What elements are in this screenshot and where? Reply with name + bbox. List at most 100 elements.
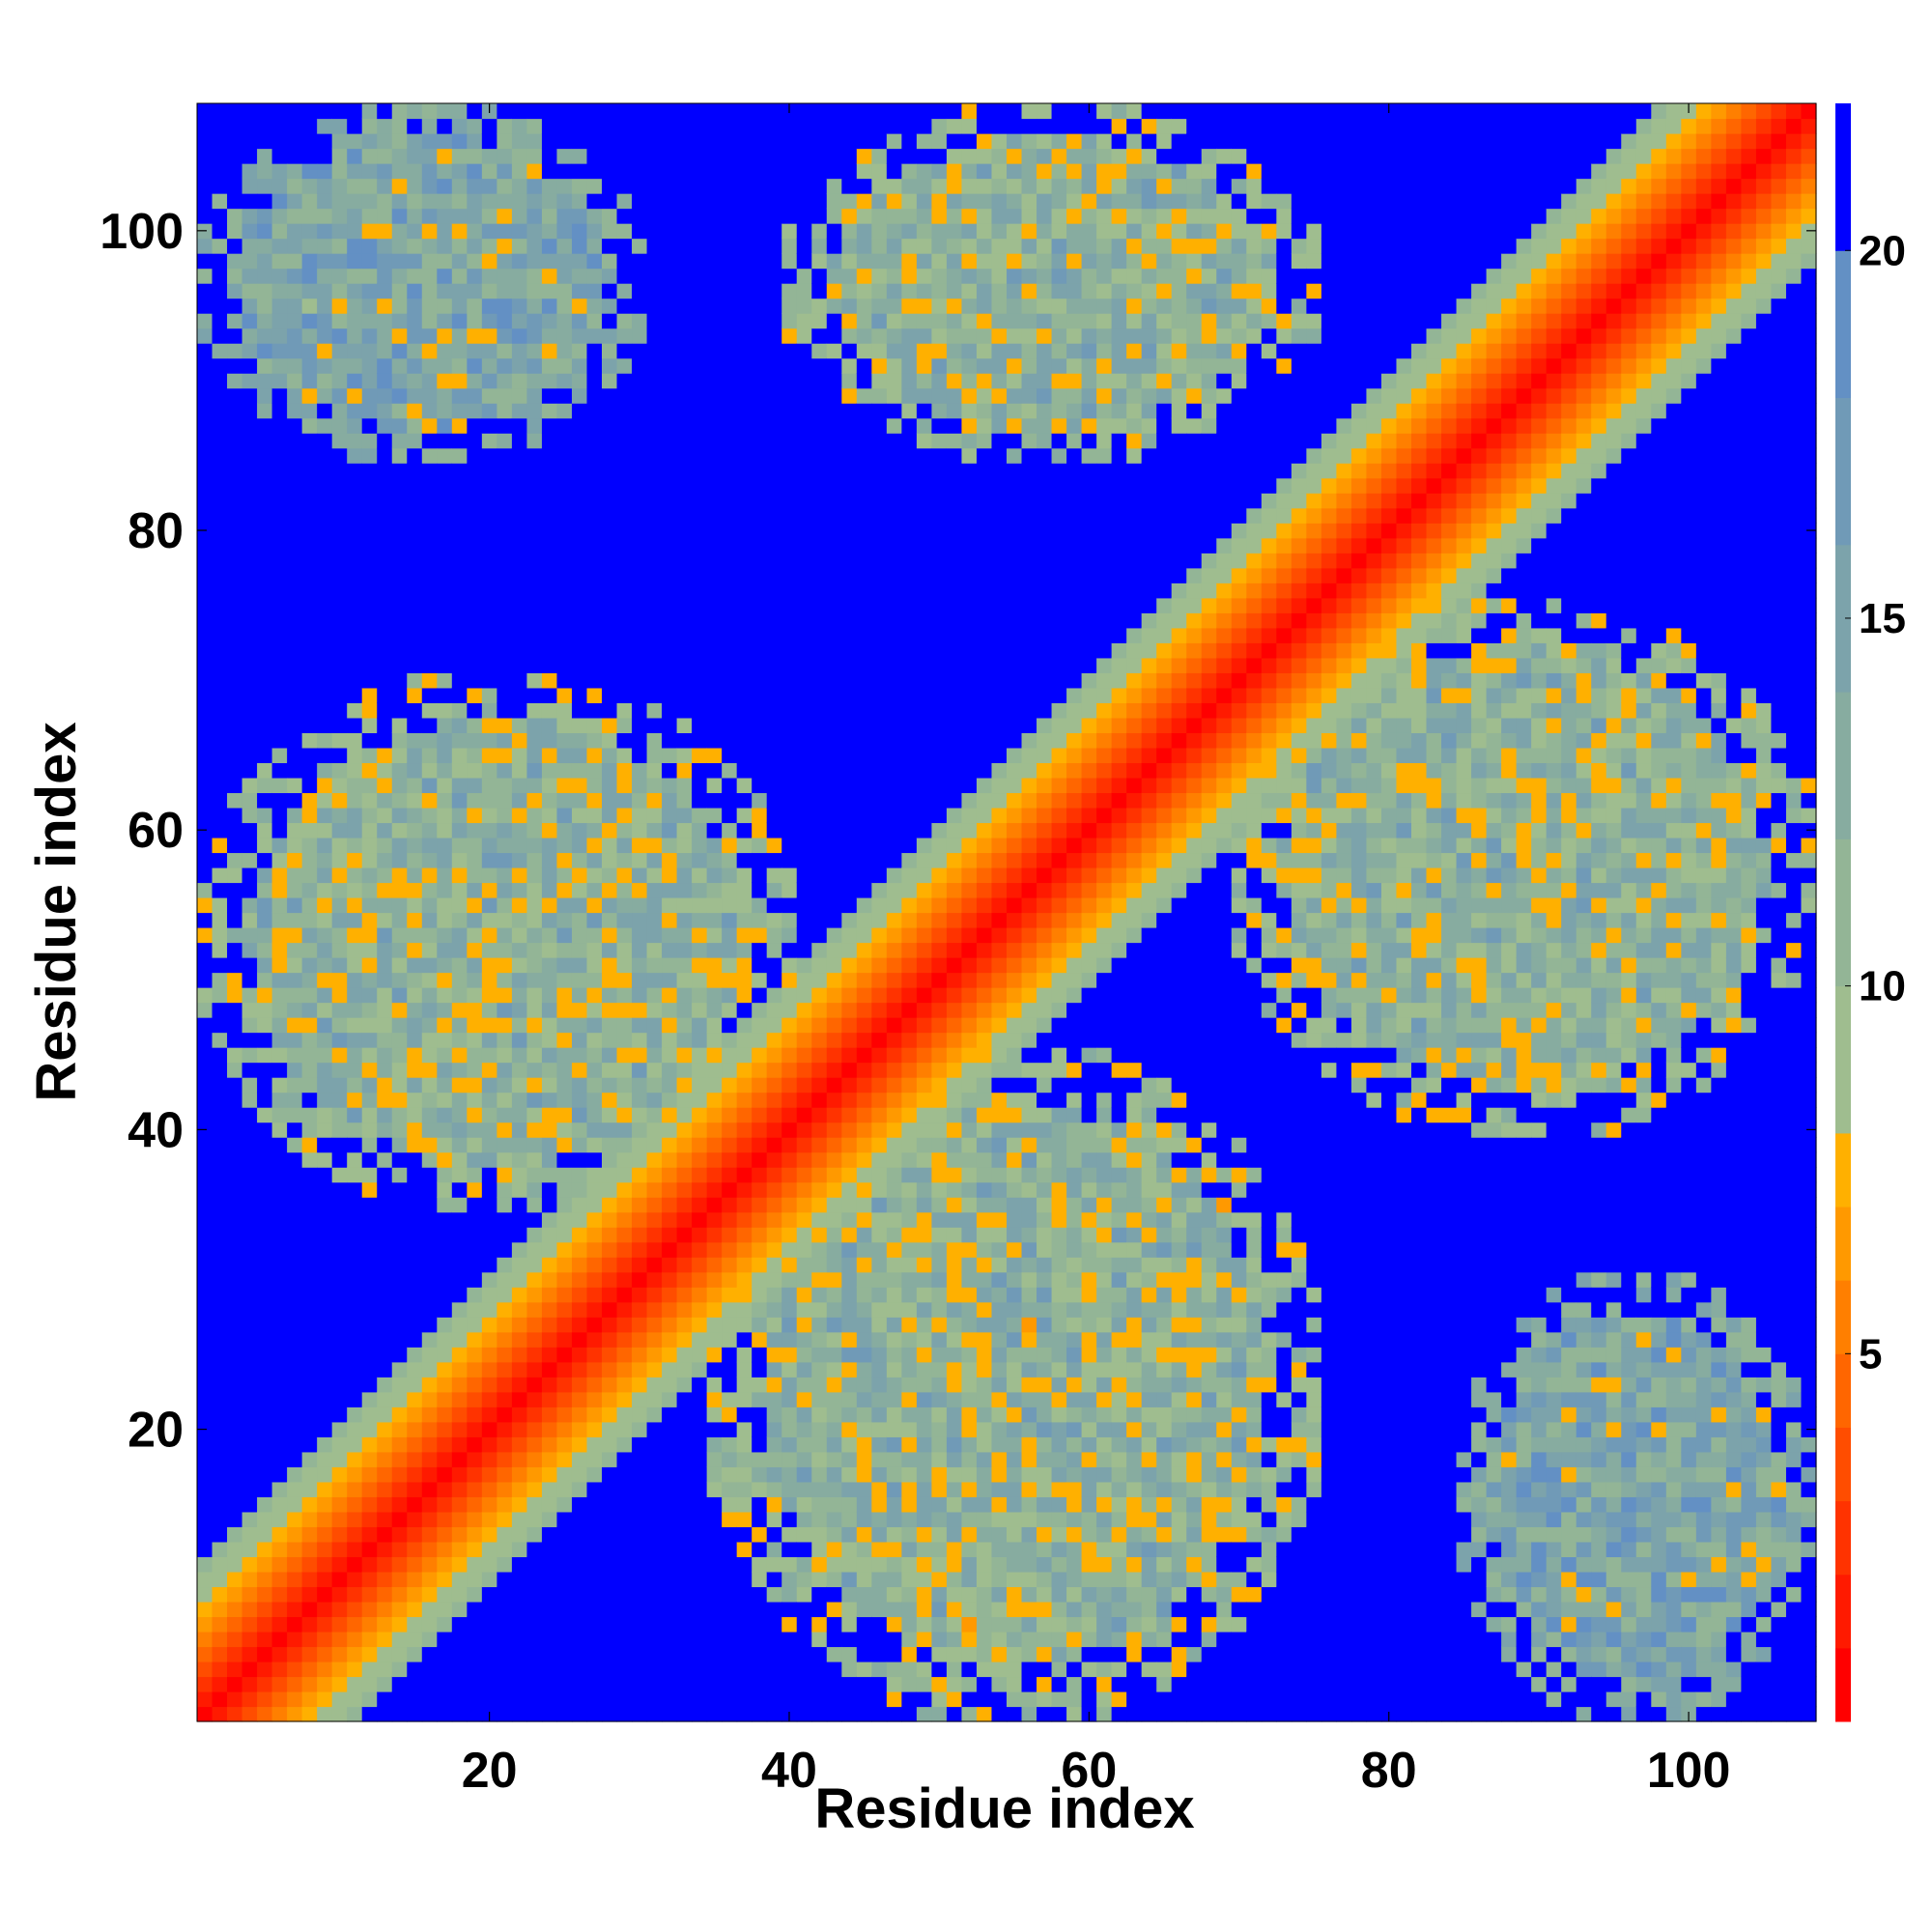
heatmap-cell	[571, 1227, 588, 1243]
heatmap-cell	[407, 792, 423, 809]
heatmap-cell	[556, 1361, 573, 1378]
heatmap-cell	[646, 867, 663, 884]
heatmap-cell	[752, 882, 768, 898]
heatmap-cell	[407, 1631, 423, 1648]
heatmap-cell	[421, 762, 438, 779]
heatmap-cell	[662, 627, 678, 643]
heatmap-cell	[271, 253, 288, 270]
heatmap-cell	[692, 1601, 708, 1618]
heatmap-cell	[437, 762, 453, 779]
heatmap-cell	[722, 313, 738, 329]
heatmap-cell	[871, 567, 888, 583]
heatmap-cell	[602, 672, 618, 689]
heatmap-cell	[212, 627, 228, 643]
heatmap-cell	[511, 1706, 528, 1722]
heatmap-cell	[871, 1646, 888, 1662]
heatmap-cell	[421, 1496, 438, 1513]
heatmap-cell	[616, 1137, 633, 1153]
heatmap-cell	[301, 717, 318, 733]
heatmap-cell	[736, 193, 753, 210]
heatmap-cell	[662, 1466, 678, 1483]
heatmap-cell	[646, 178, 663, 194]
heatmap-cell	[766, 1227, 782, 1243]
heatmap-cell	[497, 1601, 513, 1618]
heatmap-cell	[571, 253, 588, 270]
heatmap-cell	[287, 1586, 303, 1603]
heatmap-cell	[377, 642, 393, 659]
heatmap-cell	[497, 807, 513, 824]
heatmap-cell	[437, 238, 453, 254]
heatmap-cell	[407, 1301, 423, 1318]
heatmap-cell	[391, 463, 408, 479]
heatmap-cell	[722, 852, 738, 868]
heatmap-cell	[421, 327, 438, 344]
heatmap-cell	[271, 387, 288, 404]
heatmap-cell	[722, 1197, 738, 1213]
heatmap-cell	[886, 1496, 902, 1513]
heatmap-cell	[317, 403, 333, 419]
heatmap-cell	[391, 433, 408, 449]
heatmap-cell	[616, 657, 633, 673]
heatmap-cell	[766, 1541, 782, 1557]
heatmap-cell	[437, 867, 453, 884]
heatmap-cell	[706, 313, 723, 329]
heatmap-cell	[347, 433, 363, 449]
heatmap-cell	[212, 1301, 228, 1318]
heatmap-cell	[736, 118, 753, 134]
heatmap-cell	[692, 1107, 708, 1123]
heatmap-cell	[616, 1436, 633, 1453]
heatmap-cell	[826, 1301, 842, 1318]
heatmap-cell	[736, 822, 753, 838]
heatmap-cell	[331, 148, 348, 164]
heatmap-cell	[571, 148, 588, 164]
heatmap-cell	[752, 732, 768, 749]
heatmap-cell	[451, 1151, 468, 1168]
heatmap-cell	[377, 1571, 393, 1588]
heatmap-cell	[391, 837, 408, 854]
heatmap-cell	[871, 777, 888, 794]
heatmap-cell	[437, 1032, 453, 1048]
heatmap-cell	[886, 1511, 902, 1527]
heatmap-cell	[676, 1661, 693, 1678]
heatmap-cell	[526, 1047, 543, 1064]
heatmap-cell	[347, 1122, 363, 1138]
heatmap-cell	[811, 537, 828, 554]
heatmap-cell	[287, 447, 303, 464]
heatmap-cell	[257, 957, 273, 974]
heatmap-cell	[451, 507, 468, 524]
heatmap-cell	[541, 1571, 558, 1588]
heatmap-cell	[481, 313, 497, 329]
heatmap-cell	[781, 1257, 798, 1273]
heatmap-cell	[377, 433, 393, 449]
heatmap-cell	[391, 912, 408, 928]
heatmap-cell	[526, 493, 543, 509]
heatmap-cell	[811, 1257, 828, 1273]
heatmap-cell	[347, 1227, 363, 1243]
heatmap-cell	[317, 1436, 333, 1453]
heatmap-cell	[377, 493, 393, 509]
heatmap-cell	[811, 822, 828, 838]
heatmap-cell	[766, 537, 782, 554]
heatmap-cell	[602, 1526, 618, 1543]
heatmap-cell	[347, 1661, 363, 1678]
heatmap-cell	[242, 433, 258, 449]
heatmap-cell	[361, 1511, 378, 1527]
heatmap-cell	[541, 987, 558, 1004]
heatmap-cell	[541, 447, 558, 464]
heatmap-cell	[197, 1676, 213, 1692]
heatmap-cell	[856, 807, 872, 824]
heatmap-cell	[632, 1047, 648, 1064]
heatmap-cell	[616, 1616, 633, 1633]
heatmap-cell	[736, 732, 753, 749]
heatmap-cell	[676, 253, 693, 270]
heatmap-cell	[242, 223, 258, 240]
heatmap-cell	[212, 1481, 228, 1497]
heatmap-cell	[301, 896, 318, 914]
heatmap-cell	[811, 1287, 828, 1303]
heatmap-cell	[706, 792, 723, 809]
heatmap-cell	[347, 657, 363, 673]
heatmap-cell	[556, 1032, 573, 1048]
heatmap-cell	[331, 582, 348, 599]
heatmap-cell	[736, 1137, 753, 1153]
heatmap-cell	[391, 717, 408, 733]
